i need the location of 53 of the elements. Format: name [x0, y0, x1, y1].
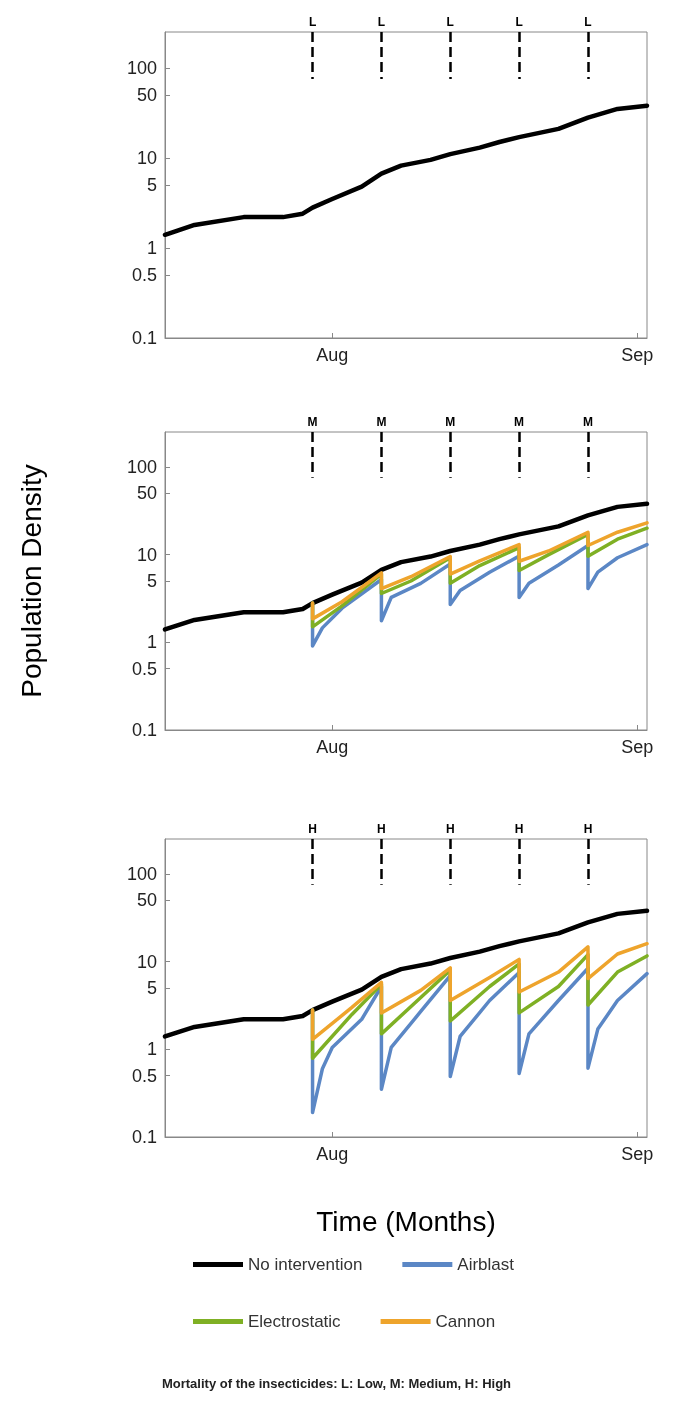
- x-tick-label: Sep: [621, 1144, 654, 1164]
- ref-line-label: M: [376, 415, 387, 429]
- ref-line-label: M: [582, 415, 593, 429]
- ref-line-label: L: [377, 15, 386, 29]
- y-tick-label: 100: [126, 863, 157, 884]
- y-tick-label: 0.1: [131, 1127, 157, 1147]
- y-tick-label: 1: [146, 1039, 157, 1060]
- y-tick-label: 50: [136, 890, 157, 911]
- legend-label: Cannon: [435, 1312, 496, 1331]
- y-tick-label: 50: [136, 84, 157, 105]
- y-tick-label: 100: [126, 456, 157, 477]
- line-series: [162, 103, 650, 238]
- x-tick-label: Sep: [621, 737, 654, 757]
- y-tick-label: 0.1: [131, 328, 157, 348]
- y-tick-label: 10: [136, 951, 157, 972]
- y-tick-label: 5: [146, 978, 157, 998]
- legend-label: Airblast: [457, 1255, 515, 1274]
- ref-line-label: L: [584, 15, 592, 29]
- x-tick-label: Aug: [316, 737, 349, 757]
- x-tick-label: Sep: [621, 345, 654, 365]
- ref-line-label: H: [445, 822, 455, 836]
- ref-line-label: L: [515, 15, 523, 29]
- y-tick-label: 0.5: [131, 658, 157, 679]
- ref-line-label: H: [583, 822, 593, 836]
- y-axis-title: Population Density: [15, 464, 47, 698]
- x-tick-label: Aug: [316, 1144, 349, 1164]
- legend-label: No intervention: [248, 1255, 363, 1274]
- ref-line-label: M: [445, 415, 456, 429]
- y-tick-label: 10: [136, 147, 157, 168]
- ref-line-label: H: [308, 822, 317, 836]
- ref-line-label: H: [377, 822, 386, 836]
- ref-line-label: M: [307, 415, 318, 429]
- ref-line-label: H: [514, 822, 524, 836]
- y-tick-label: 1: [146, 632, 157, 653]
- y-tick-label: 10: [136, 544, 157, 565]
- line-series: [310, 941, 649, 1042]
- line-series: [162, 908, 650, 1039]
- x-tick-label: Aug: [316, 345, 349, 365]
- ref-line-label: L: [446, 15, 454, 29]
- ref-line-label: M: [514, 415, 525, 429]
- ref-line-label: L: [308, 15, 317, 29]
- y-tick-label: 0.1: [131, 720, 157, 740]
- y-tick-label: 1: [146, 237, 157, 258]
- text: Mortality of the insecticides: L: Low, M: Medium, H: High: [161, 1376, 512, 1391]
- legend-label: Electrostatic: [248, 1312, 342, 1331]
- x-axis-title: Time (Months): [316, 1205, 496, 1237]
- y-tick-label: 0.5: [131, 265, 157, 286]
- y-tick-label: 100: [126, 57, 157, 78]
- y-tick-label: 0.5: [131, 1065, 157, 1086]
- y-tick-label: 5: [146, 571, 157, 591]
- y-tick-label: 5: [146, 175, 157, 195]
- line-series: [162, 501, 650, 632]
- y-tick-label: 50: [136, 483, 157, 504]
